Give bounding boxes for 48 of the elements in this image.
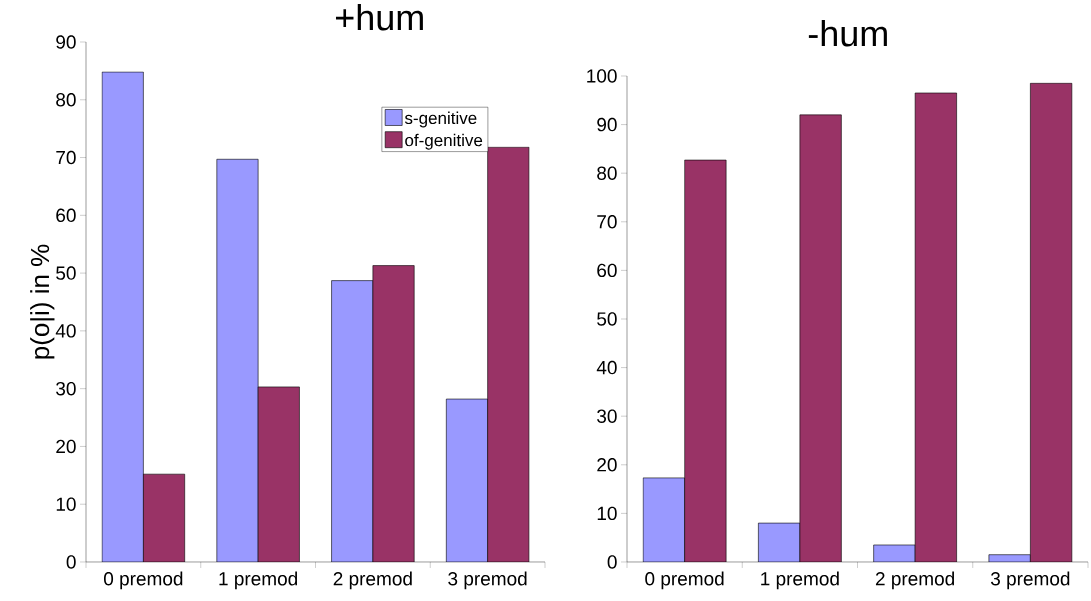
bar (372, 265, 415, 562)
y-tick-label: 50 (597, 312, 617, 326)
bar (446, 398, 488, 562)
bar (643, 477, 685, 562)
bar (758, 523, 800, 562)
bar (684, 160, 727, 562)
x-tick-label: 3 premod (990, 571, 1070, 590)
y-tick-label: 40 (55, 324, 76, 338)
y-tick-label: 30 (56, 381, 76, 396)
y-tick-label: 0 (607, 555, 617, 569)
bar (915, 93, 957, 562)
y-tick-label: 70 (56, 150, 76, 165)
y-tick-label: 100 (587, 69, 617, 83)
y-tick-label: 0 (66, 555, 76, 569)
bar (487, 146, 530, 562)
x-tick-label: 3 premod (448, 571, 527, 590)
y-tick-label: 50 (56, 266, 76, 280)
y-tick-label: 90 (597, 117, 617, 132)
y-tick-label: 20 (597, 458, 617, 472)
bar (1030, 82, 1073, 562)
x-tick-label: 2 premod (875, 571, 954, 590)
x-tick-label: 2 premod (333, 571, 412, 590)
y-tick-label: 80 (597, 166, 617, 180)
bar (216, 159, 259, 562)
chart-title: -hum (808, 20, 887, 47)
y-tick-label: 10 (597, 506, 617, 521)
bar (143, 474, 185, 562)
x-tick-label: 0 premod (645, 571, 724, 590)
legend-label: of-genitive (405, 133, 483, 150)
y-tick-label: 70 (597, 215, 617, 229)
y-tick-label: 40 (596, 360, 617, 375)
x-tick-label: 1 premod (219, 571, 297, 590)
y-tick-label: 80 (56, 93, 76, 107)
y-tick-label: 60 (56, 208, 76, 223)
y-axis-title: p(o|i) in % (30, 244, 55, 359)
y-tick-label: 90 (56, 35, 76, 49)
y-tick-label: 20 (56, 439, 76, 454)
bar (799, 114, 842, 562)
legend-label: s-genitive (404, 111, 477, 128)
bar (258, 386, 300, 562)
y-tick-label: 60 (597, 263, 617, 278)
bar (331, 280, 373, 562)
x-tick-label: 1 premod (761, 571, 839, 590)
x-tick-label: 0 premod (103, 571, 183, 590)
y-tick-label: 10 (56, 497, 76, 511)
bar (102, 72, 144, 562)
y-tick-label: 30 (597, 409, 617, 423)
chart-title: +hum (336, 4, 423, 31)
